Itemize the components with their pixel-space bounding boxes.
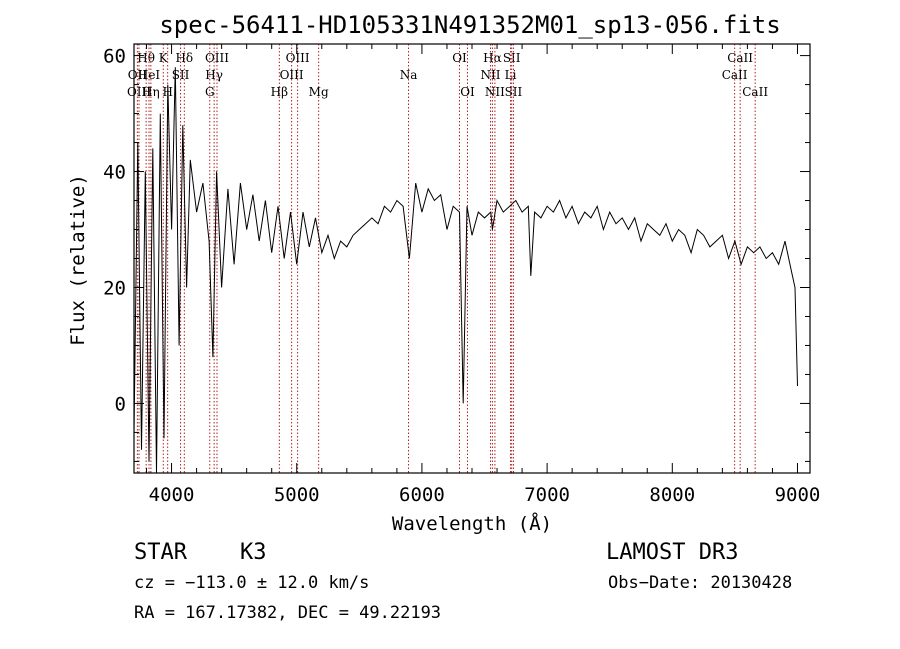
marker-label: CaII xyxy=(727,51,753,65)
marker-label: Hβ xyxy=(271,85,288,99)
axis-ticks: 4000 5000 6000 7000 8000 9000 0 20 40 60 xyxy=(103,44,820,506)
y-tick-label: 20 xyxy=(103,277,126,299)
y-tick-label: 40 xyxy=(103,162,126,184)
x-tick-label: 4000 xyxy=(149,484,195,506)
marker-label: CaII xyxy=(742,85,768,99)
class-label: STAR xyxy=(134,540,187,565)
marker-label: Mg xyxy=(309,85,329,99)
marker-label: SII xyxy=(505,85,523,99)
x-tick-label: 8000 xyxy=(649,484,695,506)
marker-label: Hδ xyxy=(175,51,193,65)
marker-label: K xyxy=(159,51,169,65)
marker-label: OI xyxy=(452,51,467,65)
marker-label: NII xyxy=(485,85,505,99)
y-tick-label: 0 xyxy=(115,393,126,415)
spectrum-line xyxy=(133,67,798,474)
chart-title: spec-56411-HD105331N491352M01_sp13-056.f… xyxy=(159,11,780,39)
marker-label: OIII xyxy=(280,68,304,82)
marker-label: Hγ xyxy=(205,68,223,82)
marker-label: Hη xyxy=(142,85,160,99)
marker-label: CaII xyxy=(722,68,748,82)
marker-label: OIII xyxy=(286,51,310,65)
x-tick-label: 6000 xyxy=(399,484,445,506)
marker-label: Hθ xyxy=(137,51,155,65)
marker-label: Hα xyxy=(483,51,502,65)
marker-label: G xyxy=(205,85,215,99)
y-axis-label: Flux (relative) xyxy=(67,174,89,346)
marker-label: OIII xyxy=(205,51,229,65)
marker-label: HeI xyxy=(138,68,161,82)
x-tick-label: 7000 xyxy=(524,484,570,506)
x-tick-label: 9000 xyxy=(775,484,821,506)
survey-label: LAMOST DR3 xyxy=(606,540,739,565)
obs-date: Obs−Date: 20130428 xyxy=(608,573,793,593)
marker-label: Na xyxy=(400,68,418,82)
marker-label: Li xyxy=(505,68,517,82)
plot-frame xyxy=(133,43,811,474)
marker-label: SII xyxy=(503,51,521,65)
spectrum-series xyxy=(133,67,798,474)
cz-value: cz = −113.0 ± 12.0 km/s xyxy=(134,573,370,593)
subclass-label: K3 xyxy=(240,540,267,565)
marker-label: NII xyxy=(481,68,501,82)
x-axis-label: Wavelength (Å) xyxy=(392,512,552,535)
marker-label: OII xyxy=(128,68,148,82)
marker-label: OI xyxy=(460,85,475,99)
coordinates: RA = 167.17382, DEC = 49.22193 xyxy=(134,603,442,623)
y-tick-label: 60 xyxy=(103,46,126,68)
marker-label: SII xyxy=(172,68,190,82)
x-tick-label: 5000 xyxy=(274,484,320,506)
marker-label: OIII xyxy=(127,85,151,99)
